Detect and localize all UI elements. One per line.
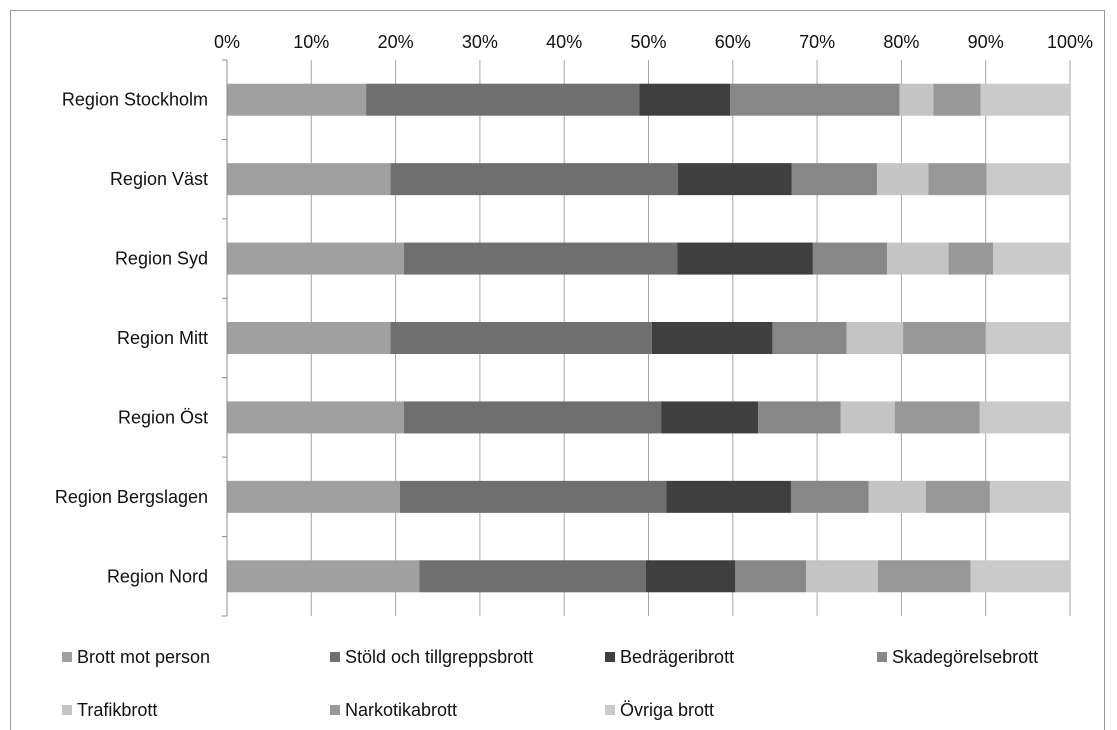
legend-item: Brott mot person xyxy=(62,646,210,668)
legend-label: Trafikbrott xyxy=(77,699,158,720)
bar-segment xyxy=(887,242,949,275)
bar-segment xyxy=(876,163,929,196)
legend-swatch xyxy=(62,705,72,715)
bar-segment xyxy=(790,480,869,513)
bar-segment xyxy=(894,401,980,434)
x-tick-label: 40% xyxy=(546,32,582,52)
legend-item: Narkotikabrott xyxy=(330,699,457,721)
bar-segment xyxy=(661,401,759,434)
legend-item: Stöld och tillgreppsbrott xyxy=(330,646,533,668)
legend-label: Brott mot person xyxy=(77,646,211,667)
bar-segment xyxy=(979,401,1070,434)
bar-segment xyxy=(970,560,1070,593)
x-tick-label: 80% xyxy=(883,32,919,52)
bar-segment xyxy=(390,322,652,354)
legend-label: Stöld och tillgreppsbrott xyxy=(345,646,534,667)
bar-segment xyxy=(772,322,847,354)
legend-label: Skadegörelsebrott xyxy=(892,646,1039,667)
x-tick-label: 70% xyxy=(799,32,835,52)
bar-segment xyxy=(812,242,888,275)
x-tick-label: 50% xyxy=(630,32,666,52)
category-label: Region Öst xyxy=(118,407,208,427)
legend-swatch xyxy=(877,652,887,662)
bar-segment xyxy=(404,401,662,434)
bar-segment xyxy=(948,242,994,275)
bar-segment xyxy=(735,560,807,593)
category-label: Region Syd xyxy=(115,249,208,269)
bar-segment xyxy=(404,242,678,275)
category-label: Region Mitt xyxy=(117,328,208,348)
bar-segment xyxy=(639,83,731,116)
bar-segment xyxy=(993,242,1070,275)
bar-segment xyxy=(419,560,646,593)
category-label: Region Bergslagen xyxy=(55,487,208,507)
bar-segment xyxy=(651,322,773,354)
bar-segment xyxy=(928,163,987,196)
bar-segment xyxy=(390,163,679,196)
bar-segment xyxy=(868,480,926,513)
bar-segment xyxy=(399,480,667,513)
legend-swatch xyxy=(330,705,340,715)
legend-label: Bedrägeribrott xyxy=(620,646,735,667)
bar-segment xyxy=(903,322,986,354)
bar-segment xyxy=(985,322,1070,354)
x-tick-label: 20% xyxy=(378,32,414,52)
bar-segment xyxy=(227,480,400,513)
bar-segment xyxy=(899,83,934,116)
bar-segment xyxy=(227,560,420,593)
category-label: Region Nord xyxy=(107,566,208,586)
bar-segment xyxy=(227,83,367,116)
legend-swatch xyxy=(330,652,340,662)
x-tick-label: 90% xyxy=(968,32,1004,52)
bar-segment xyxy=(933,83,981,116)
legend-label: Narkotikabrott xyxy=(345,699,458,720)
legend-swatch xyxy=(605,652,615,662)
legend-item: Skadegörelsebrott xyxy=(877,646,1038,668)
bar-segment xyxy=(846,322,904,354)
legend-item: Trafikbrott xyxy=(62,699,157,721)
bar-segment xyxy=(666,480,791,513)
category-label: Region Stockholm xyxy=(62,90,208,110)
bar-segment xyxy=(366,83,640,116)
bar-segment xyxy=(840,401,895,434)
bar-segment xyxy=(758,401,841,434)
bar-segment xyxy=(227,242,405,275)
bar-segment xyxy=(989,480,1070,513)
chart-frame xyxy=(10,10,1105,730)
x-tick-label: 60% xyxy=(715,32,751,52)
x-tick-label: 0% xyxy=(214,32,240,52)
bar-segment xyxy=(877,560,971,593)
bar-segment xyxy=(645,560,736,593)
legend-label: Övriga brott xyxy=(620,699,715,720)
bar-segment xyxy=(986,163,1070,196)
bar-segment xyxy=(227,163,391,196)
legend-swatch xyxy=(62,652,72,662)
x-tick-label: 30% xyxy=(462,32,498,52)
legend-swatch xyxy=(605,705,615,715)
bar-segment xyxy=(806,560,878,593)
legend-item: Bedrägeribrott xyxy=(605,646,734,668)
bar-segment xyxy=(227,322,391,354)
bar-segment xyxy=(678,163,792,196)
x-tick-label: 100% xyxy=(1047,32,1093,52)
legend-item: Övriga brott xyxy=(605,699,714,721)
bar-segment xyxy=(730,83,900,116)
bar-segment xyxy=(791,163,877,196)
x-tick-label: 10% xyxy=(293,32,329,52)
bar-segment xyxy=(980,83,1070,116)
bar-segment xyxy=(227,401,405,434)
bar-segment xyxy=(677,242,813,275)
category-label: Region Väst xyxy=(110,169,208,189)
bar-segment xyxy=(925,480,990,513)
